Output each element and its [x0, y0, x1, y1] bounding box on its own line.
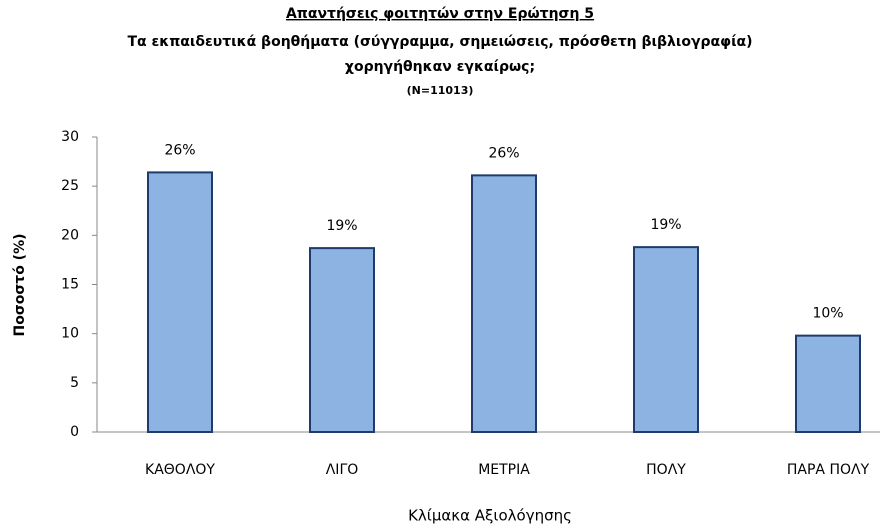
x-axis-label: Κλίμακα Αξιολόγησης	[408, 507, 572, 525]
value-label: 19%	[650, 217, 681, 233]
value-label: 10%	[812, 306, 843, 322]
y-tick-label: 20	[61, 227, 79, 243]
y-tick-label: 25	[61, 178, 79, 194]
value-label: 26%	[164, 142, 195, 158]
x-tick-label: ΜΕΤΡΙΑ	[478, 462, 530, 478]
x-tick-label: ΠΑΡΑ ΠΟΛΥ	[787, 462, 870, 478]
y-tick-label: 0	[70, 424, 79, 440]
bar	[795, 334, 861, 433]
y-tick-label: 5	[70, 375, 79, 391]
chart-subtitle: χορηγήθηκαν εγκαίρως;	[345, 59, 535, 75]
bar	[147, 171, 213, 433]
value-label: 19%	[326, 218, 357, 234]
chart-title: Απαντήσεις φοιτητών στην Ερώτηση 5	[286, 6, 594, 22]
y-axis-label: Ποσοστό (%)	[12, 233, 28, 336]
chart-subtitle: (N=11013)	[407, 84, 474, 97]
y-tick-label: 30	[61, 129, 79, 145]
x-tick-label: ΚΑΘΟΛΟΥ	[145, 462, 215, 478]
chart-subtitle: Τα εκπαιδευτικά βοηθήματα (σύγγραμμα, ση…	[127, 34, 752, 50]
y-tick-label: 10	[61, 326, 79, 342]
x-tick-label: ΠΟΛΥ	[646, 462, 686, 478]
value-label: 26%	[488, 145, 519, 161]
x-tick-label: ΛΙΓΟ	[326, 462, 359, 478]
bar	[633, 246, 699, 433]
bar	[309, 247, 375, 433]
y-tick-label: 15	[61, 277, 79, 293]
bar	[471, 174, 537, 433]
